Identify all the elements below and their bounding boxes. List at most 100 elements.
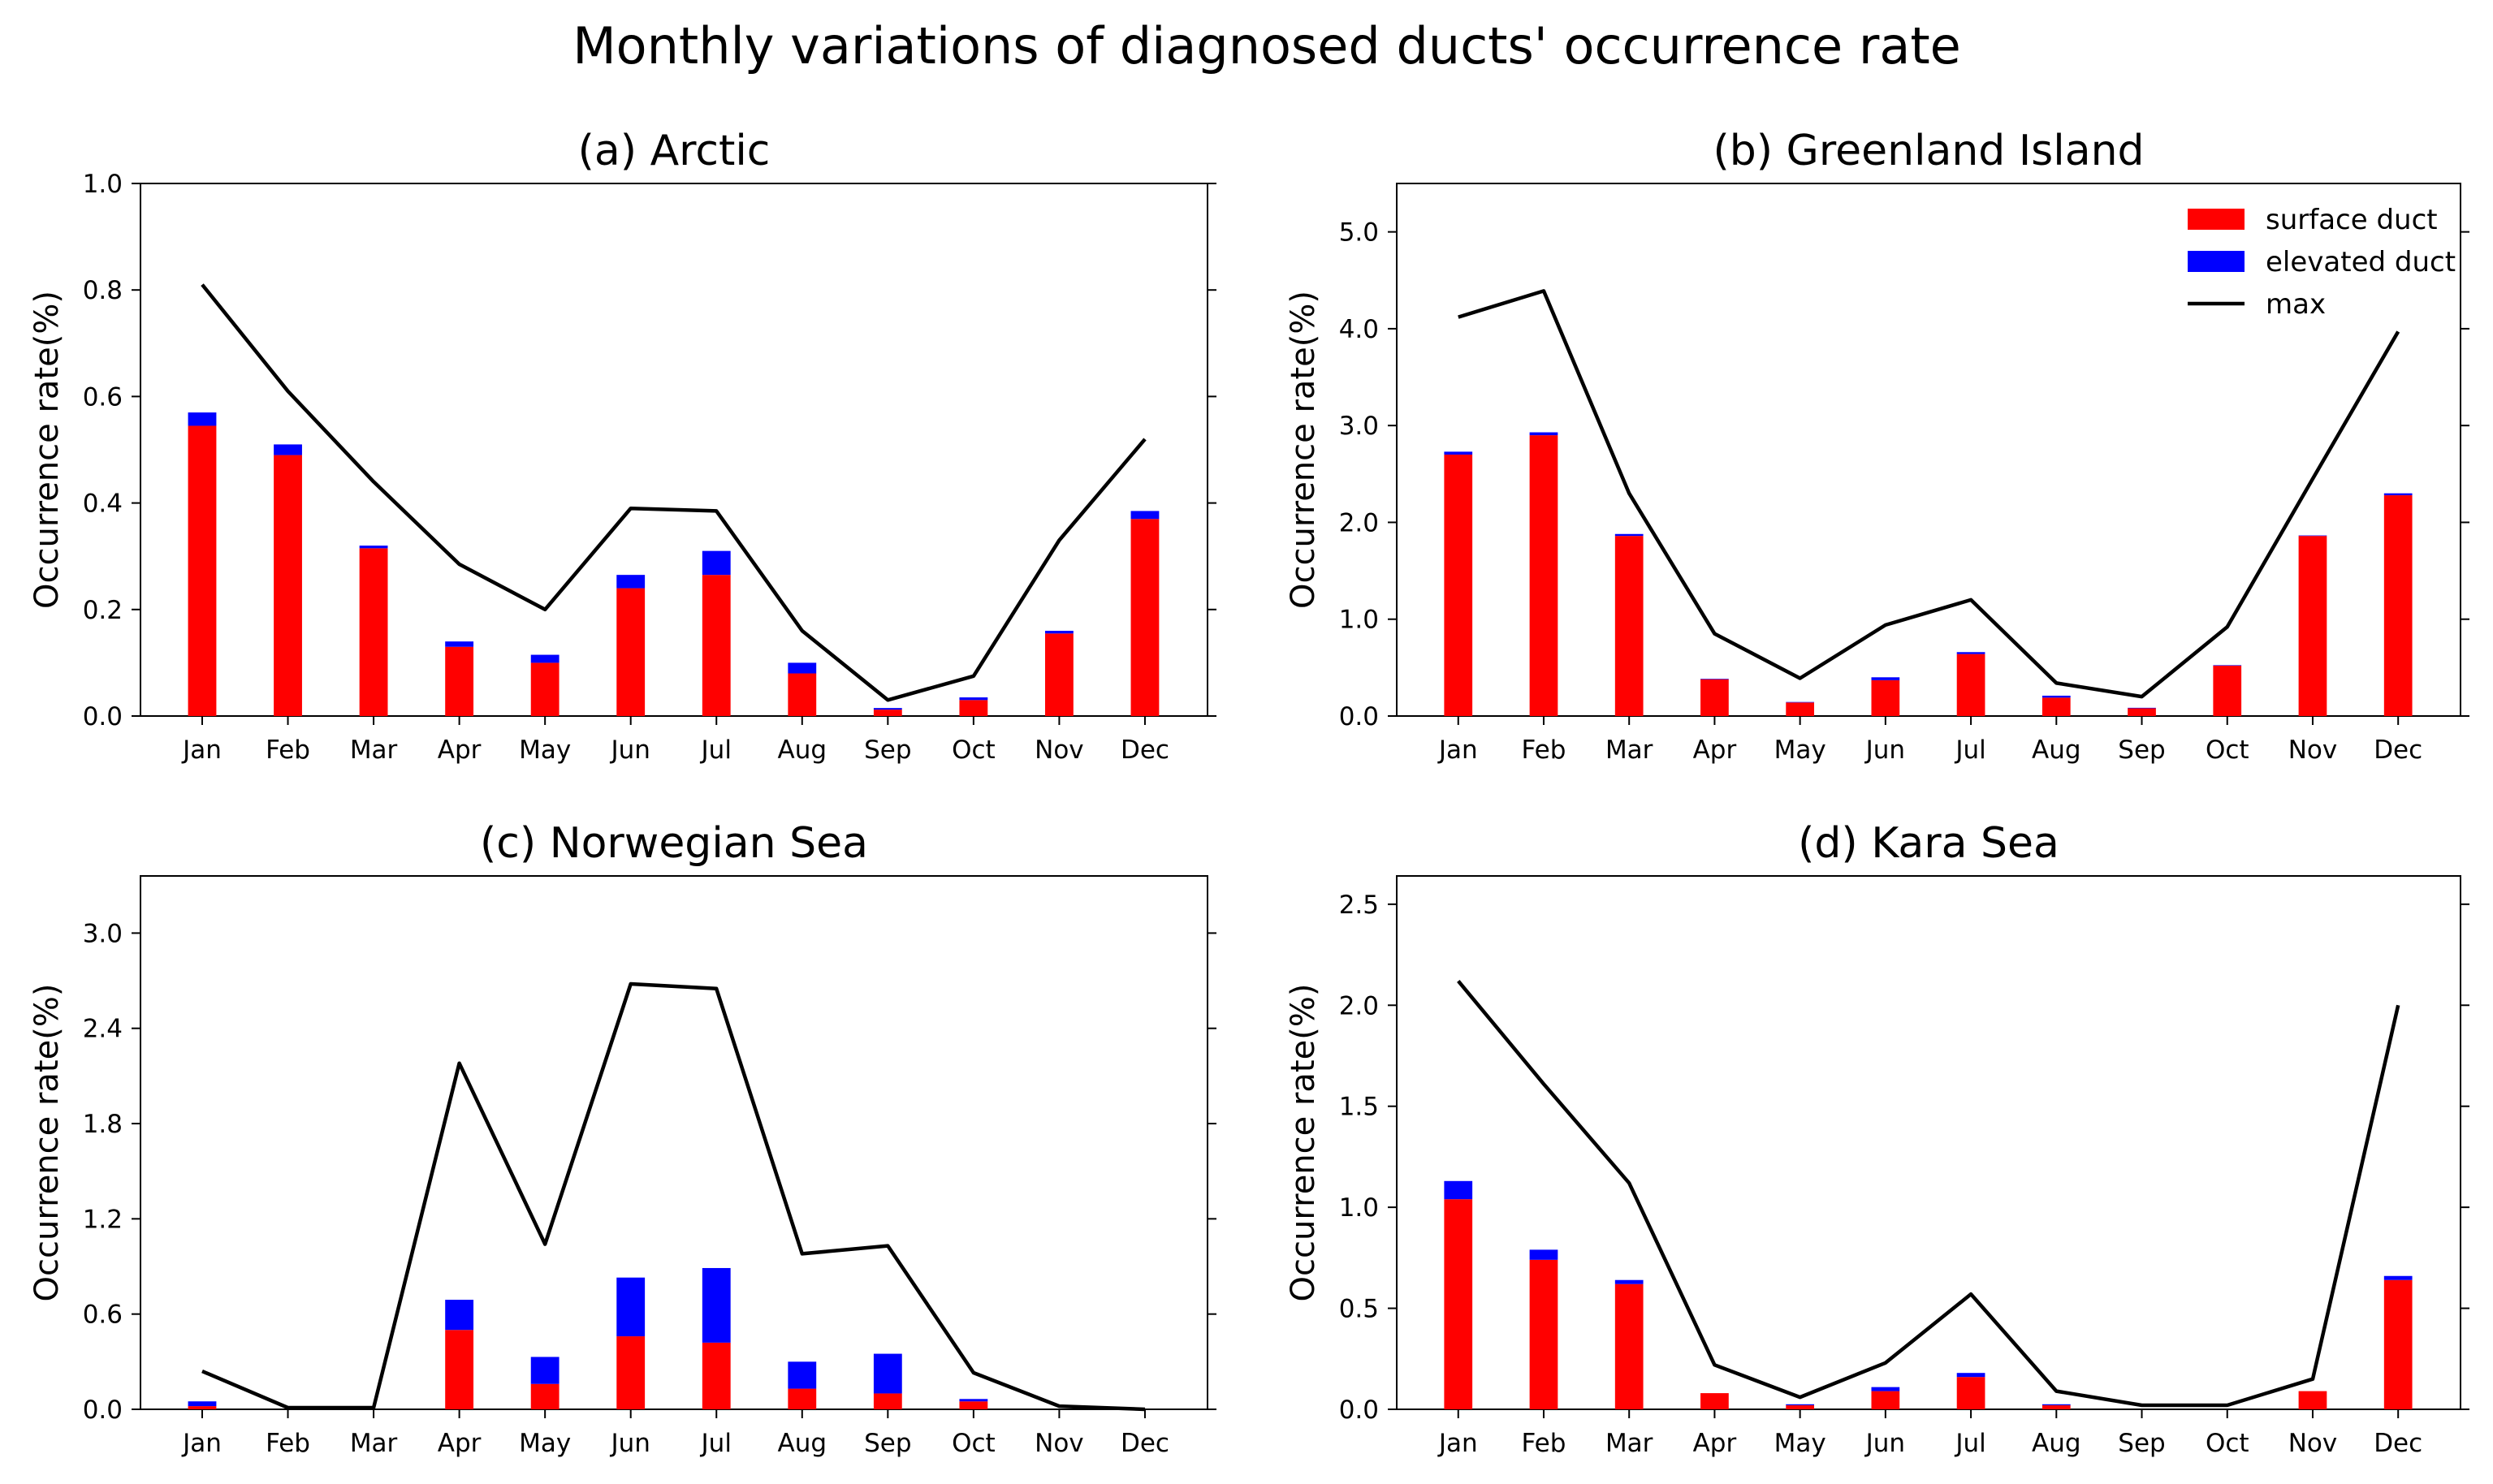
surface-duct-bar (873, 710, 902, 716)
plot-frame (140, 183, 1208, 717)
x-tick-label: Apr (1693, 736, 1737, 765)
surface-duct-bar (788, 1388, 817, 1409)
figure-title: Monthly variations of diagnosed ducts' o… (572, 16, 1961, 75)
elevated-duct-bar (616, 1277, 646, 1337)
plot-frame (1396, 875, 2461, 1410)
x-tick-label: Sep (2118, 1429, 2165, 1458)
x-tick-label: Jul (1954, 1429, 1985, 1458)
surface-duct-bar (1444, 454, 1473, 716)
x-tick-label: Dec (2374, 736, 2422, 765)
elevated-duct-bar (359, 546, 388, 549)
x-tick-label: May (1774, 736, 1826, 765)
legend-label: elevated duct (2266, 246, 2456, 278)
elevated-duct-bar (1956, 652, 1985, 654)
x-tick-label: Jun (1864, 736, 1905, 765)
x-tick-label: Apr (1693, 1429, 1737, 1458)
x-tick-label: Mar (350, 1429, 398, 1458)
surface-duct-bar (1956, 1377, 1985, 1409)
x-tick-label: Dec (1121, 736, 1169, 765)
surface-duct-bar (188, 1406, 217, 1409)
panels: 0.0 0.2 0.4 0.6 0.8 1.0 Jan Feb Mar Apr May Jun Jul A… (28, 127, 2469, 1458)
x-tick-label: Jan (181, 1429, 222, 1458)
max-line (1458, 289, 2400, 699)
elevated-duct-bar (1444, 451, 1473, 455)
elevated-duct-bar (1871, 1387, 1900, 1391)
elevated-duct-bar (530, 1357, 560, 1384)
x-tick-label: Jan (1437, 736, 1478, 765)
surface-duct-bar (445, 1330, 474, 1409)
x-tick-label: Sep (864, 1429, 911, 1458)
elevated-duct-bar (188, 412, 217, 426)
chart-title: (c) Norwegian Sea (480, 819, 868, 868)
surface-duct-bar (1614, 1283, 1644, 1409)
y-tick-label: 2.0 (1339, 508, 1379, 537)
y-tick-label: 1.5 (1339, 1093, 1379, 1122)
legend: surface duct elevated duct max (2188, 204, 2456, 321)
x-tick-label: Aug (2032, 736, 2081, 765)
elevated-duct-bar (188, 1401, 217, 1407)
elevated-duct-bar (1614, 1279, 1644, 1284)
y-tick-label: 2.0 (1339, 991, 1379, 1020)
surface-duct-bar (1529, 1259, 1558, 1409)
y-tick-label: 0.5 (1339, 1295, 1379, 1324)
elevated-duct-bar (1786, 1404, 1815, 1406)
elevated-duct-bar (2128, 707, 2156, 709)
y-tick-label: 3.0 (1339, 412, 1379, 441)
x-tick-label: Oct (2206, 1429, 2249, 1458)
x-tick-label: Apr (438, 1429, 482, 1458)
surface-duct-bar (359, 548, 388, 716)
x-tick-label: Feb (1522, 1429, 1566, 1458)
elevated-duct-bar (2383, 493, 2413, 496)
surface-duct-bar (2383, 495, 2413, 716)
surface-duct-bar (2041, 697, 2071, 716)
y-tick-label: 0.0 (1339, 1396, 1379, 1425)
x-tick-label: Apr (438, 736, 482, 765)
x-tick-label: Mar (1605, 736, 1653, 765)
elevated-duct-bar (530, 654, 560, 663)
surface-duct-bar (530, 662, 560, 716)
surface-duct-bar (1130, 519, 1160, 716)
x-tick-label: Jun (609, 1429, 650, 1458)
elevated-duct-bar (2213, 665, 2242, 666)
surface-duct-bar (616, 1336, 646, 1409)
y-tick-label: 0.2 (83, 596, 123, 625)
x-tick-label: Oct (2206, 736, 2249, 765)
surface-duct-bar (702, 1342, 731, 1409)
surface-duct-bar (1614, 536, 1644, 716)
elevated-duct-bar (702, 550, 731, 576)
x-tick-label: Aug (2032, 1429, 2081, 1458)
chart-title: (b) Greenland Island (1713, 127, 2144, 175)
elevated-duct-bar (2298, 535, 2327, 537)
y-tick-label: 0.6 (83, 1301, 123, 1330)
x-tick-label: Jun (609, 736, 650, 765)
chart-panel-4: 0.0 0.5 1.0 1.5 2.0 2.5 Jan Feb Mar Apr May Jun Jul A… (1285, 819, 2469, 1458)
elevated-duct-bar (1786, 701, 1815, 703)
elevated-duct-bar (1871, 677, 1900, 680)
x-tick-label: Dec (1121, 1429, 1169, 1458)
x-tick-label: Aug (778, 736, 827, 765)
x-tick-label: Feb (266, 736, 310, 765)
plot-frame (1396, 183, 2461, 717)
x-tick-label: Jan (1437, 1429, 1478, 1458)
max-line (201, 283, 1147, 702)
max-line (201, 981, 1146, 1412)
x-tick-label: Feb (266, 1429, 310, 1458)
x-tick-label: Nov (1035, 1429, 1084, 1458)
elevated-duct-bar (1444, 1180, 1473, 1200)
y-axis-label: Occurrence rate(%) (1285, 984, 1322, 1302)
y-axis-label: Occurrence rate(%) (1285, 291, 1322, 609)
surface-duct-bar (1786, 702, 1815, 716)
y-tick-label: 1.0 (83, 170, 123, 199)
surface-duct-bar (1786, 1405, 1815, 1409)
x-tick-label: Oct (952, 736, 996, 765)
legend-swatch-surface (2188, 209, 2245, 230)
elevated-duct-bar (1044, 631, 1074, 634)
elevated-duct-bar (1529, 1249, 1558, 1260)
surface-duct-bar (2298, 1391, 2327, 1409)
x-tick-label: Sep (2118, 736, 2165, 765)
surface-duct-bar (2041, 1405, 2071, 1409)
surface-duct-bar (1444, 1199, 1473, 1409)
y-tick-label: 0.4 (83, 490, 123, 519)
x-tick-label: Nov (2288, 736, 2338, 765)
